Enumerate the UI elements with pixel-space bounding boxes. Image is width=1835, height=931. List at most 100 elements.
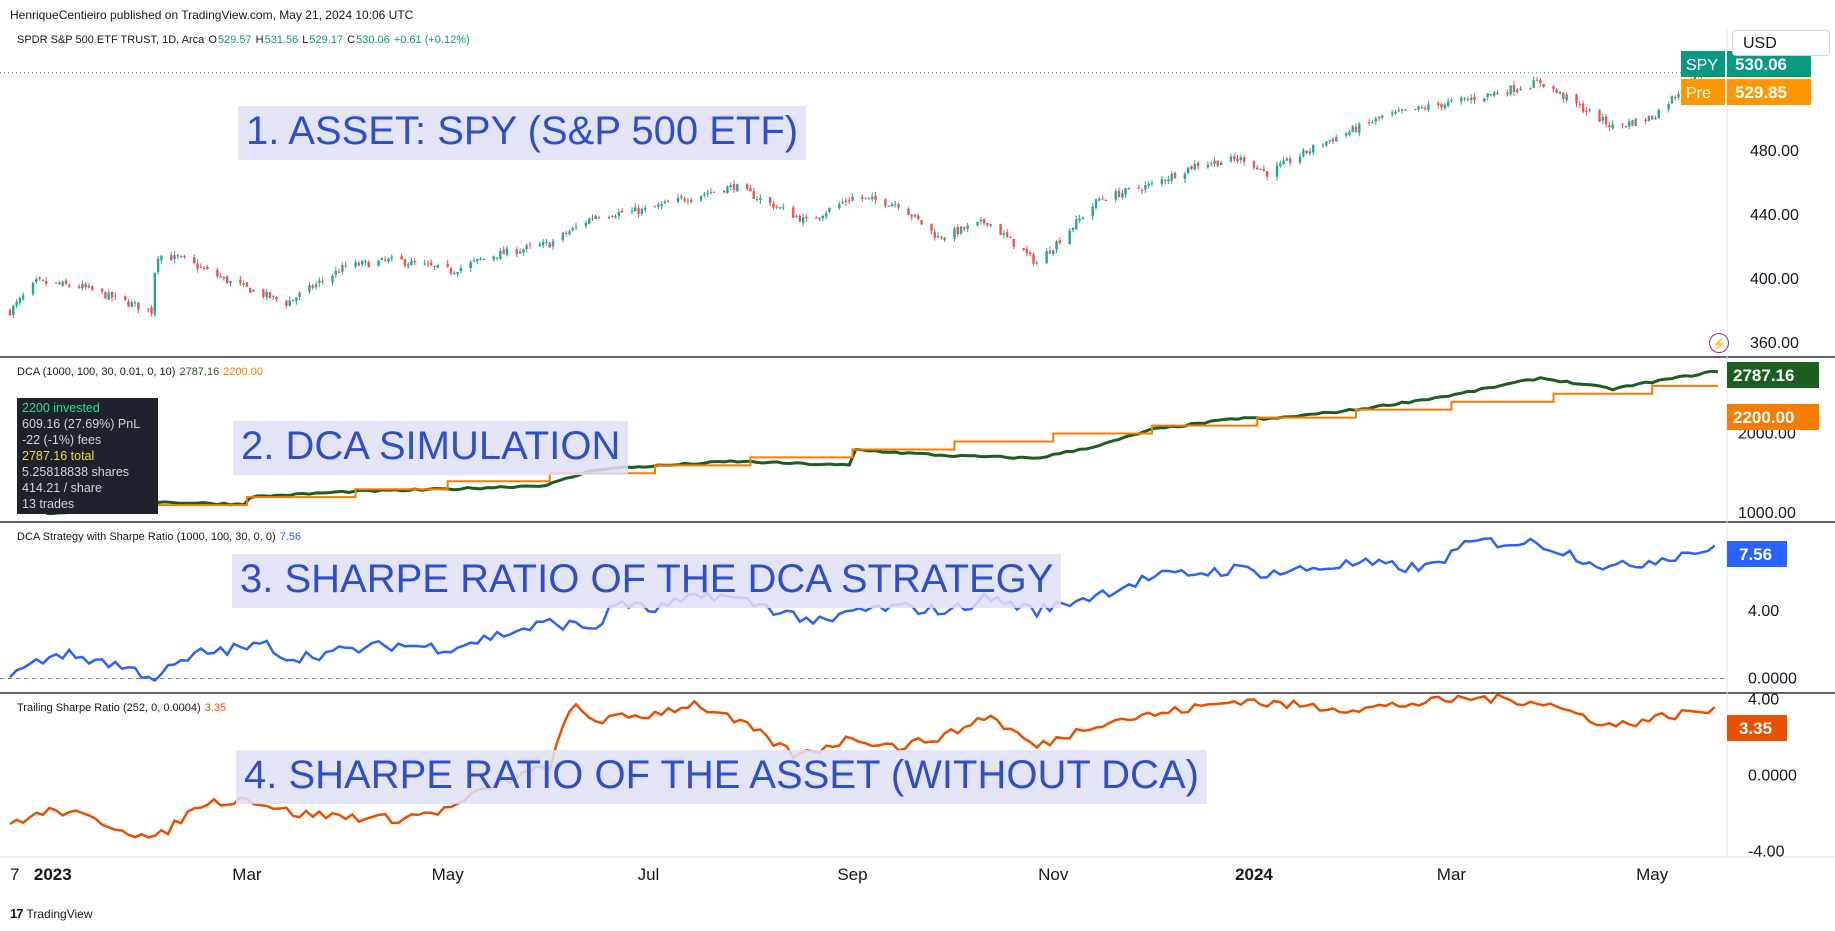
tradingview-logo[interactable]: 17 TradingView — [10, 906, 93, 921]
candle-body — [1279, 163, 1282, 167]
candle-body — [1344, 133, 1348, 136]
price-legend: SPDR S&P 500 ETF TRUST, 1D, Arca O529.57… — [17, 34, 471, 46]
candle-body — [1252, 161, 1256, 168]
sharpe-asset-badge: 3.35 — [1739, 719, 1772, 738]
candle-body — [871, 196, 874, 200]
candle-body — [1611, 124, 1614, 129]
candle-body — [1256, 167, 1259, 170]
candle-body — [1539, 80, 1542, 84]
candle-body — [114, 295, 117, 297]
candle-body — [1081, 217, 1085, 219]
candle-body — [1667, 103, 1670, 110]
candle-body — [729, 184, 732, 188]
high-label: H — [255, 34, 264, 46]
time-axis-label: 2023 — [34, 865, 72, 884]
close-label: C — [347, 34, 356, 46]
candle-body — [8, 309, 12, 316]
tradingview-logo-icon: 17 — [10, 906, 24, 921]
candle-body — [713, 191, 716, 193]
candle-body — [87, 285, 91, 288]
candle-body — [446, 263, 449, 267]
candle-body — [357, 263, 361, 266]
candle-body — [775, 206, 778, 208]
candle-body — [703, 193, 706, 196]
candle-body — [749, 188, 752, 192]
candle-body — [551, 241, 555, 247]
candle-body — [683, 198, 686, 202]
candle-body — [35, 278, 38, 282]
candle-body — [436, 264, 440, 268]
price-legend-title: SPDR S&P 500 ETF TRUST, 1D, Arca — [17, 34, 205, 46]
candle-body — [249, 287, 252, 294]
candle-body — [989, 224, 992, 226]
candle-body — [1233, 156, 1236, 160]
candle-body — [824, 213, 828, 217]
lightning-icon[interactable]: ⚡ — [1709, 333, 1729, 353]
candle-body — [525, 245, 528, 249]
spy-badge-value: 530.06 — [1735, 55, 1787, 74]
candle-body — [1463, 98, 1466, 100]
currency-selector[interactable]: USD — [1732, 30, 1830, 56]
sharpe-asset-legend: Trailing Sharpe Ratio (252, 0, 0.0004) 3… — [17, 702, 227, 714]
candle-body — [202, 267, 206, 269]
candle-body — [321, 280, 324, 282]
candle-body — [84, 283, 87, 288]
candle-body — [752, 191, 755, 199]
candle-body — [449, 268, 453, 274]
candle-body — [1381, 115, 1384, 118]
candle-body — [1282, 160, 1285, 165]
candle-body — [1335, 136, 1338, 142]
time-axis-label: 7 — [10, 865, 19, 884]
candle-body — [268, 292, 272, 298]
candle-body — [1677, 93, 1680, 98]
candle-body — [1516, 90, 1519, 93]
candle-body — [1219, 162, 1223, 165]
candle-body — [597, 217, 601, 219]
info-per-share: 414.21 / share — [22, 481, 102, 495]
sharpe-dca-legend-title: DCA Strategy with Sharpe Ratio (1000, 10… — [17, 531, 276, 543]
candle-body — [838, 203, 841, 209]
candle-body — [206, 266, 209, 269]
candle-body — [574, 226, 578, 228]
candle-body — [1144, 185, 1147, 190]
candle-body — [285, 300, 288, 306]
candle-body — [1377, 116, 1381, 119]
candle-body — [1575, 94, 1578, 104]
dca-value-badge-bg — [1727, 362, 1819, 388]
candle-body — [380, 257, 384, 260]
candle-body — [755, 199, 759, 201]
candle-body — [1351, 126, 1354, 132]
candle-body — [410, 260, 413, 266]
candle-body — [821, 215, 825, 219]
candle-body — [614, 216, 617, 218]
candle-body — [676, 197, 680, 202]
candle-body — [334, 270, 338, 275]
time-axis-label: May — [432, 865, 465, 884]
candle-body — [637, 208, 640, 215]
candle-body — [1229, 156, 1233, 162]
candle-body — [430, 262, 433, 266]
candle-body — [913, 214, 917, 217]
candle-body — [1450, 100, 1453, 102]
candle-body — [1496, 92, 1499, 95]
candle-body — [272, 295, 275, 297]
candle-body — [841, 202, 844, 204]
sharpe-dca-legend: DCA Strategy with Sharpe Ratio (1000, 10… — [17, 531, 302, 543]
candle-body — [653, 206, 657, 208]
candle-body — [1555, 89, 1558, 93]
candle-body — [196, 263, 199, 269]
candle-body — [1262, 168, 1266, 171]
candle-body — [620, 210, 624, 213]
candle-body — [979, 219, 983, 222]
candle-body — [1654, 117, 1657, 120]
candle-body — [64, 280, 68, 285]
candle-body — [1305, 150, 1308, 154]
candle-body — [130, 302, 133, 307]
candle-body — [1493, 92, 1496, 96]
candle-body — [383, 259, 387, 261]
sharpe-dca-badge: 7.56 — [1739, 545, 1772, 564]
time-axis-label: May — [1636, 865, 1669, 884]
candle-body — [1627, 121, 1631, 127]
candle-body — [930, 223, 933, 231]
candle-body — [68, 284, 71, 287]
